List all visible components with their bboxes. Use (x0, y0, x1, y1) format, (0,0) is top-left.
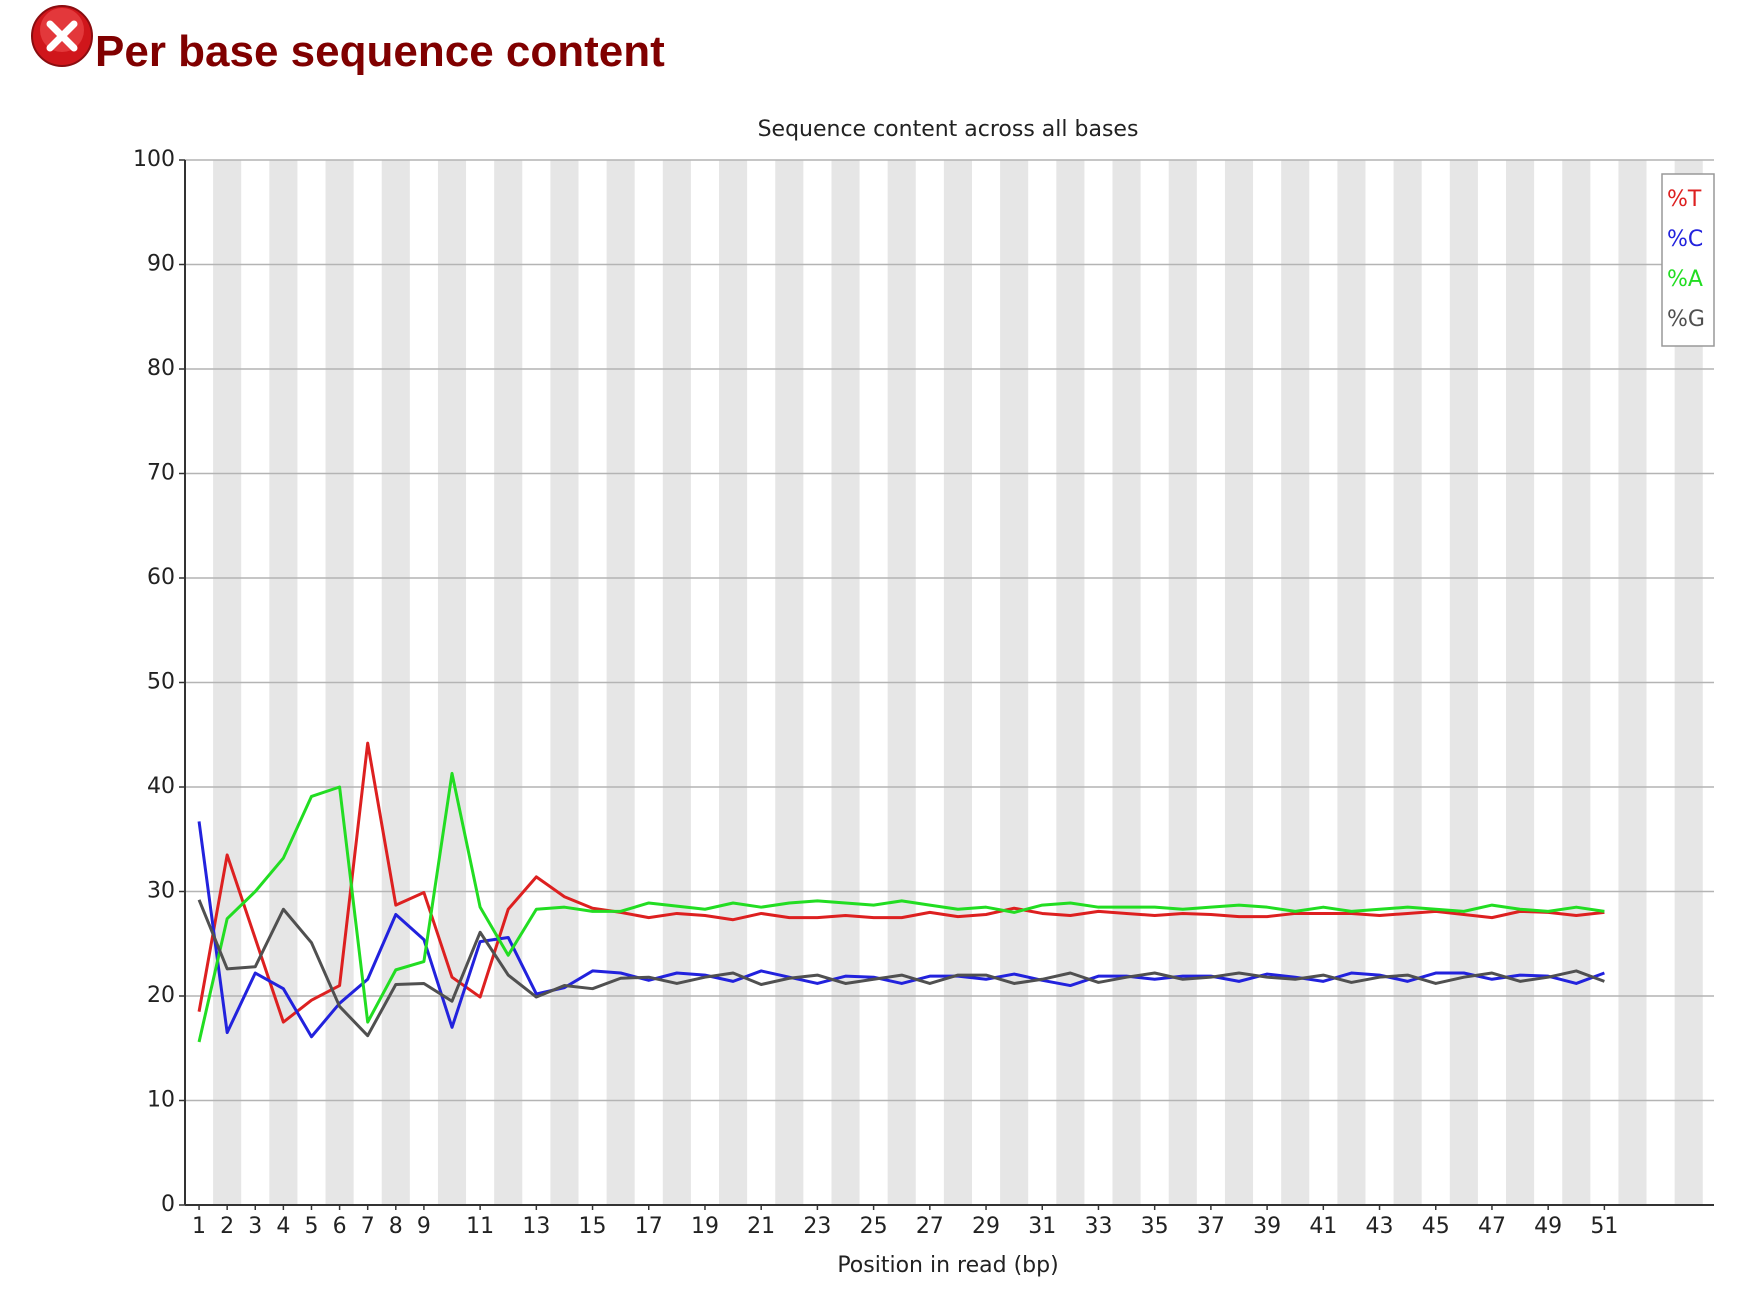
x-tick-label: 17 (635, 1214, 663, 1239)
chart: Sequence content across all bases Positi… (133, 117, 1715, 1278)
y-tick-label: 50 (147, 670, 175, 695)
x-tick-label: 37 (1197, 1214, 1225, 1239)
x-tick-label: 43 (1366, 1214, 1394, 1239)
y-tick-label: 0 (161, 1192, 175, 1217)
x-tick-label: 33 (1084, 1214, 1112, 1239)
x-tick-label: 5 (304, 1214, 318, 1239)
x-tick-label: 29 (972, 1214, 1000, 1239)
y-tick-label: 40 (147, 774, 175, 799)
y-tick-label: 30 (147, 879, 175, 904)
x-tick-label: 3 (248, 1214, 262, 1239)
legend-label: %G (1667, 307, 1705, 332)
x-tick-label: 35 (1141, 1214, 1169, 1239)
series-line (197, 741, 1605, 1024)
error-icon (31, 5, 93, 67)
series-line (197, 821, 1605, 1039)
x-tick-label: 21 (747, 1214, 775, 1239)
x-tick-label: 8 (389, 1214, 403, 1239)
x-tick-label: 25 (860, 1214, 888, 1239)
x-tick-label: 23 (803, 1214, 831, 1239)
x-tick-label: 31 (1028, 1214, 1056, 1239)
legend-label: %A (1667, 267, 1703, 292)
x-tick-label: 51 (1590, 1214, 1618, 1239)
x-tick-label: 45 (1422, 1214, 1450, 1239)
y-tick-label: 20 (147, 983, 175, 1008)
y-tick-label: 100 (133, 147, 175, 172)
x-tick-label: 27 (916, 1214, 944, 1239)
x-tick-label: 9 (417, 1214, 431, 1239)
x-tick-label: 19 (691, 1214, 719, 1239)
legend-box (1661, 173, 1715, 347)
chart-title: Sequence content across all bases (758, 117, 1139, 142)
x-tick-label: 6 (333, 1214, 347, 1239)
x-tick-label: 47 (1478, 1214, 1506, 1239)
x-tick-label: 15 (579, 1214, 607, 1239)
y-tick-label: 80 (147, 356, 175, 381)
x-tick-label: 11 (466, 1214, 494, 1239)
y-tick-label: 70 (147, 461, 175, 486)
section-title: Per base sequence content (95, 27, 665, 76)
x-axis-label: Position in read (bp) (837, 1253, 1058, 1278)
y-tick-label: 90 (147, 252, 175, 277)
x-tick-label: 2 (220, 1214, 234, 1239)
series-line (197, 771, 1605, 1043)
x-tick-label: 1 (192, 1214, 206, 1239)
legend-label: %T (1667, 187, 1702, 212)
legend-label: %C (1667, 227, 1703, 252)
x-tick-label: 41 (1309, 1214, 1337, 1239)
x-tick-label: 49 (1534, 1214, 1562, 1239)
legend: %T %C %A %G (1661, 173, 1715, 347)
x-tick-label: 13 (522, 1214, 550, 1239)
x-tick-label: 4 (276, 1214, 290, 1239)
series-line (197, 899, 1605, 1038)
x-tick-label: 39 (1253, 1214, 1281, 1239)
y-tick-label: 10 (147, 1088, 175, 1113)
x-tick-label: 7 (361, 1214, 375, 1239)
y-tick-label: 60 (147, 565, 175, 590)
